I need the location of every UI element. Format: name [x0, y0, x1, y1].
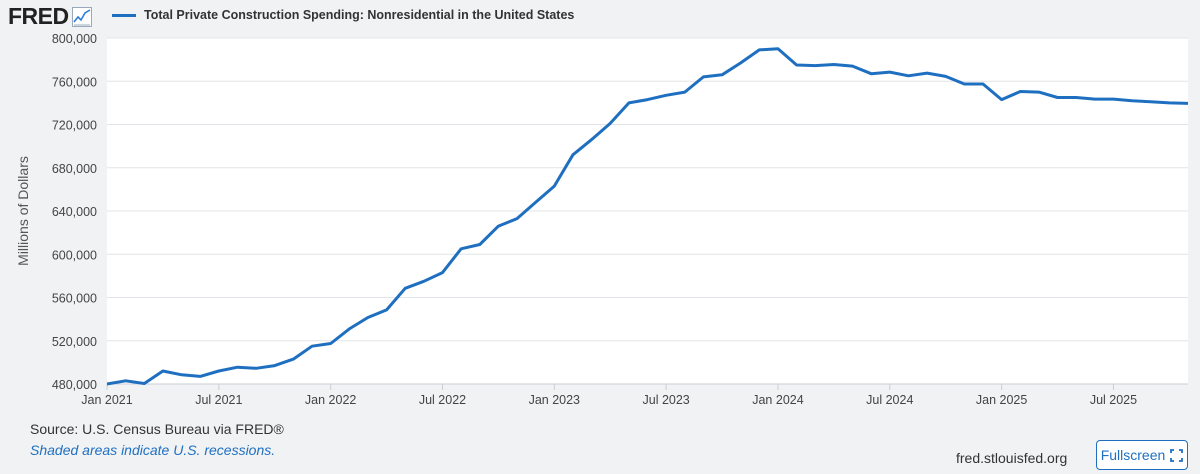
x-tick-label: Jan 2021 [81, 393, 132, 407]
x-tick-label: Jul 2025 [1090, 393, 1137, 407]
y-tick-label: 600,000 [52, 248, 97, 262]
y-tick-label: 520,000 [52, 335, 97, 349]
data-point[interactable] [924, 70, 930, 76]
y-tick-label: 760,000 [52, 75, 97, 89]
x-tick-label: Jan 2025 [976, 393, 1027, 407]
chart-header: FRED Total Private Construction Spending… [0, 0, 1200, 32]
data-point[interactable] [831, 62, 837, 68]
data-point[interactable] [1185, 100, 1191, 106]
legend-swatch [112, 13, 136, 17]
data-point[interactable] [365, 315, 371, 321]
data-point[interactable] [514, 216, 520, 222]
data-point[interactable] [905, 73, 911, 79]
source-text: Source: U.S. Census Bureau via FRED® [30, 421, 284, 437]
data-point[interactable] [458, 246, 464, 252]
data-point[interactable] [943, 73, 949, 79]
y-axis-label: Millions of Dollars [15, 156, 31, 266]
data-point[interactable] [1017, 89, 1023, 95]
fullscreen-icon [1170, 448, 1184, 462]
data-point[interactable] [850, 63, 856, 69]
data-point[interactable] [794, 62, 800, 68]
data-point[interactable] [1073, 95, 1079, 101]
data-point[interactable] [104, 381, 110, 387]
x-tick-label: Jul 2024 [866, 393, 913, 407]
legend-label: Total Private Construction Spending: Non… [144, 8, 575, 22]
data-point[interactable] [123, 378, 129, 384]
data-point[interactable] [1110, 96, 1116, 102]
data-point[interactable] [235, 364, 241, 370]
data-point[interactable] [1148, 99, 1154, 105]
x-tick-label: Jul 2021 [195, 393, 242, 407]
data-point[interactable] [216, 368, 222, 374]
data-point[interactable] [570, 152, 576, 158]
data-point[interactable] [141, 381, 147, 387]
data-point[interactable] [551, 183, 557, 189]
x-tick-label: Jan 2024 [752, 393, 803, 407]
data-point[interactable] [1129, 98, 1135, 104]
data-point[interactable] [812, 63, 818, 69]
data-point[interactable] [645, 97, 651, 103]
data-point[interactable] [868, 71, 874, 77]
data-point[interactable] [999, 97, 1005, 103]
data-point[interactable] [179, 372, 185, 378]
data-point[interactable] [887, 69, 893, 75]
series-line[interactable] [106, 47, 1189, 386]
site-url[interactable]: fred.stlouisfed.org [956, 450, 1068, 466]
recession-note: Shaded areas indicate U.S. recessions. [30, 442, 276, 458]
data-point[interactable] [328, 341, 334, 347]
y-tick-label: 680,000 [52, 162, 97, 176]
data-point[interactable] [160, 368, 166, 374]
x-tick-label: Jul 2023 [643, 393, 690, 407]
x-tick-label: Jan 2023 [529, 393, 580, 407]
data-point[interactable] [477, 242, 483, 248]
data-point[interactable] [272, 363, 278, 369]
data-point[interactable] [533, 199, 539, 205]
data-point[interactable] [1055, 95, 1061, 101]
data-point[interactable] [738, 60, 744, 66]
y-tick-label: 720,000 [52, 119, 97, 133]
data-point[interactable] [663, 92, 669, 98]
data-point[interactable] [607, 120, 613, 126]
data-point[interactable] [775, 46, 781, 52]
data-point[interactable] [197, 373, 203, 379]
data-point[interactable] [421, 278, 427, 284]
data-point[interactable] [290, 356, 296, 362]
data-point[interactable] [495, 223, 501, 229]
fullscreen-label: Fullscreen [1100, 447, 1166, 463]
data-point[interactable] [756, 47, 762, 53]
data-point[interactable] [626, 100, 632, 106]
data-point[interactable] [1036, 89, 1042, 95]
data-point[interactable] [700, 74, 706, 80]
data-point[interactable] [682, 89, 688, 95]
data-point[interactable] [309, 343, 315, 349]
data-point[interactable] [1166, 100, 1172, 106]
y-tick-label: 800,000 [52, 32, 97, 46]
x-tick-label: Jan 2022 [305, 393, 356, 407]
fred-logo-text: FRED [8, 3, 69, 29]
data-point[interactable] [402, 285, 408, 291]
fred-logo[interactable]: FRED [8, 3, 92, 30]
data-point[interactable] [589, 137, 595, 143]
y-tick-label: 640,000 [52, 205, 97, 219]
fullscreen-button[interactable]: Fullscreen [1096, 440, 1188, 470]
y-tick-label: 560,000 [52, 292, 97, 306]
trend-line-icon [71, 6, 92, 27]
legend[interactable]: Total Private Construction Spending: Non… [112, 8, 574, 22]
data-point[interactable] [253, 365, 259, 371]
data-point[interactable] [719, 72, 725, 78]
data-point[interactable] [980, 81, 986, 87]
data-point[interactable] [961, 81, 967, 87]
data-point[interactable] [440, 270, 446, 276]
data-point[interactable] [1092, 96, 1098, 102]
data-point[interactable] [346, 326, 352, 332]
x-tick-label: Jul 2022 [419, 393, 466, 407]
y-tick-label: 480,000 [52, 378, 97, 392]
data-point[interactable] [384, 307, 390, 313]
